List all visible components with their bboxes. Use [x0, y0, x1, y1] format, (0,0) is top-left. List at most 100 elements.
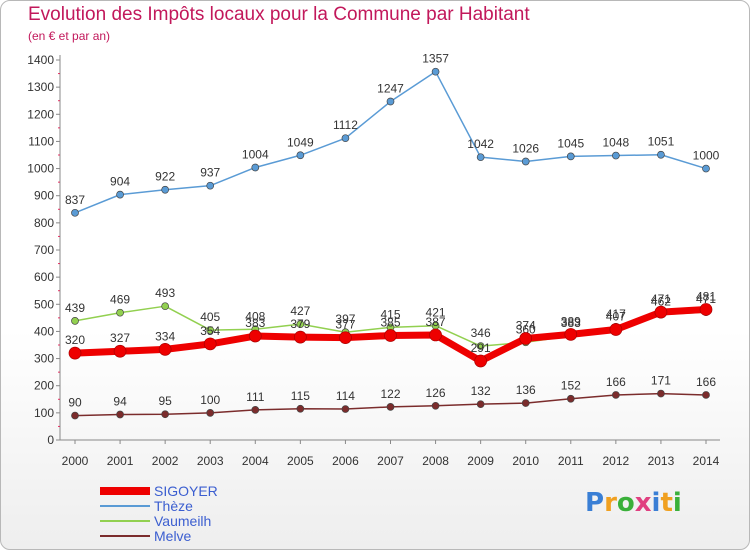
data-label-vaumeilh: 346	[471, 326, 491, 340]
legend-item-melve: Melve	[100, 529, 300, 544]
data-label-melve: 171	[651, 374, 671, 388]
x-tick-label: 2011	[558, 454, 584, 468]
x-tick-label: 2006	[332, 454, 359, 468]
data-point-melve	[431, 401, 440, 410]
data-point-vaumeilh	[206, 326, 215, 334]
data-point-th-ze	[386, 97, 395, 106]
data-point-melve	[386, 403, 395, 411]
data-point-sigoyer	[113, 344, 127, 358]
data-label-sigoyer: 471	[651, 292, 671, 306]
data-label-sigoyer: 320	[65, 333, 85, 347]
y-tick-label: 400	[34, 324, 54, 338]
data-label-vaumeilh: 417	[606, 307, 626, 321]
data-label-sigoyer: 385	[380, 316, 400, 330]
data-label-vaumeilh: 471	[696, 292, 716, 306]
data-point-sigoyer	[564, 328, 578, 341]
legend-item-sigoyer: SIGOYER	[100, 484, 300, 499]
data-label-th-ze: 1247	[377, 82, 404, 96]
data-label-melve: 114	[336, 389, 355, 403]
data-point-sigoyer	[519, 332, 533, 345]
data-label-sigoyer: 327	[110, 331, 130, 345]
data-point-vaumeilh	[116, 308, 124, 317]
x-tick-label: 2010	[512, 454, 539, 468]
data-label-th-ze: 1112	[333, 118, 358, 132]
data-point-sigoyer	[429, 328, 442, 342]
x-tick-label: 2004	[242, 454, 269, 468]
x-tick-label: 2013	[648, 454, 675, 468]
x-tick-label: 2005	[287, 454, 314, 468]
data-label-melve: 122	[380, 387, 400, 401]
y-tick-label: 100	[34, 406, 54, 420]
data-label-melve: 94	[113, 394, 127, 408]
legend-label-vaumeilh: Vaumeilh	[154, 513, 212, 529]
data-point-th-ze	[251, 163, 260, 172]
y-tick-label: 1100	[28, 134, 54, 148]
data-point-melve	[116, 410, 124, 419]
y-tick-label: 500	[34, 297, 54, 311]
data-label-melve: 166	[606, 375, 626, 389]
data-label-sigoyer: 383	[245, 316, 265, 330]
data-label-th-ze: 937	[200, 166, 220, 180]
data-label-vaumeilh: 493	[155, 286, 175, 300]
y-tick-label: 200	[34, 379, 54, 393]
y-tick-label: 1000	[27, 162, 54, 176]
y-tick-label: 1400	[27, 53, 54, 67]
x-tick-label: 2003	[197, 454, 224, 468]
data-point-melve	[341, 405, 350, 413]
data-point-sigoyer	[294, 330, 307, 344]
data-label-th-ze: 1045	[557, 136, 584, 150]
legend-swatch-vaumeilh	[100, 520, 150, 522]
data-label-th-ze: 1042	[467, 137, 494, 151]
data-point-th-ze	[341, 134, 350, 143]
proxiti-logo: Proxiti	[585, 488, 682, 518]
data-point-th-ze	[296, 151, 305, 160]
data-point-vaumeilh	[71, 316, 79, 325]
data-point-th-ze	[566, 152, 575, 161]
x-tick-label: 2014	[693, 454, 720, 468]
data-point-sigoyer	[158, 342, 172, 356]
data-label-vaumeilh: 427	[290, 304, 310, 318]
data-point-vaumeilh	[161, 302, 169, 311]
data-point-melve	[71, 411, 79, 420]
data-label-sigoyer: 481	[696, 289, 716, 303]
x-tick-label: 2007	[377, 454, 404, 468]
data-label-melve: 95	[158, 394, 172, 408]
data-point-melve	[206, 409, 215, 417]
y-tick-label: 1200	[27, 107, 54, 121]
data-label-vaumeilh: 397	[335, 312, 355, 326]
data-point-th-ze	[206, 181, 215, 190]
data-point-melve	[612, 391, 620, 399]
data-label-vaumeilh: 405	[200, 310, 220, 324]
chart-title: Evolution des Impôts locaux pour la Comm…	[28, 4, 530, 25]
legend-label-theze: Thèze	[154, 498, 193, 514]
data-point-sigoyer	[339, 331, 352, 345]
data-label-melve: 90	[68, 396, 82, 410]
data-label-vaumeilh: 415	[380, 307, 400, 321]
data-label-sigoyer: 387	[426, 315, 446, 329]
y-tick-label: 800	[34, 216, 54, 230]
data-label-melve: 132	[471, 384, 491, 398]
data-point-th-ze	[702, 164, 710, 173]
y-tick-label: 700	[34, 243, 54, 257]
data-label-vaumeilh: 469	[110, 293, 130, 307]
y-tick-label: 900	[34, 189, 54, 203]
x-tick-label: 2001	[107, 454, 134, 468]
legend: SIGOYER Thèze Vaumeilh Melve	[100, 484, 300, 544]
legend-swatch-theze	[100, 505, 150, 507]
y-tick-label: 600	[34, 270, 54, 284]
chart-subtitle: (en € et par an)	[28, 29, 111, 43]
legend-item-theze: Thèze	[100, 499, 300, 514]
legend-item-vaumeilh: Vaumeilh	[100, 514, 300, 529]
data-point-th-ze	[612, 151, 620, 160]
y-tick-label: 0	[47, 433, 54, 447]
data-label-sigoyer: 377	[335, 318, 355, 332]
data-label-sigoyer: 379	[290, 317, 310, 331]
legend-swatch-sigoyer	[100, 487, 150, 495]
data-point-th-ze	[71, 208, 79, 217]
x-tick-label: 2009	[467, 454, 494, 468]
data-label-th-ze: 1049	[287, 135, 314, 149]
data-label-sigoyer: 374	[516, 318, 536, 332]
data-label-vaumeilh: 383	[561, 316, 581, 330]
